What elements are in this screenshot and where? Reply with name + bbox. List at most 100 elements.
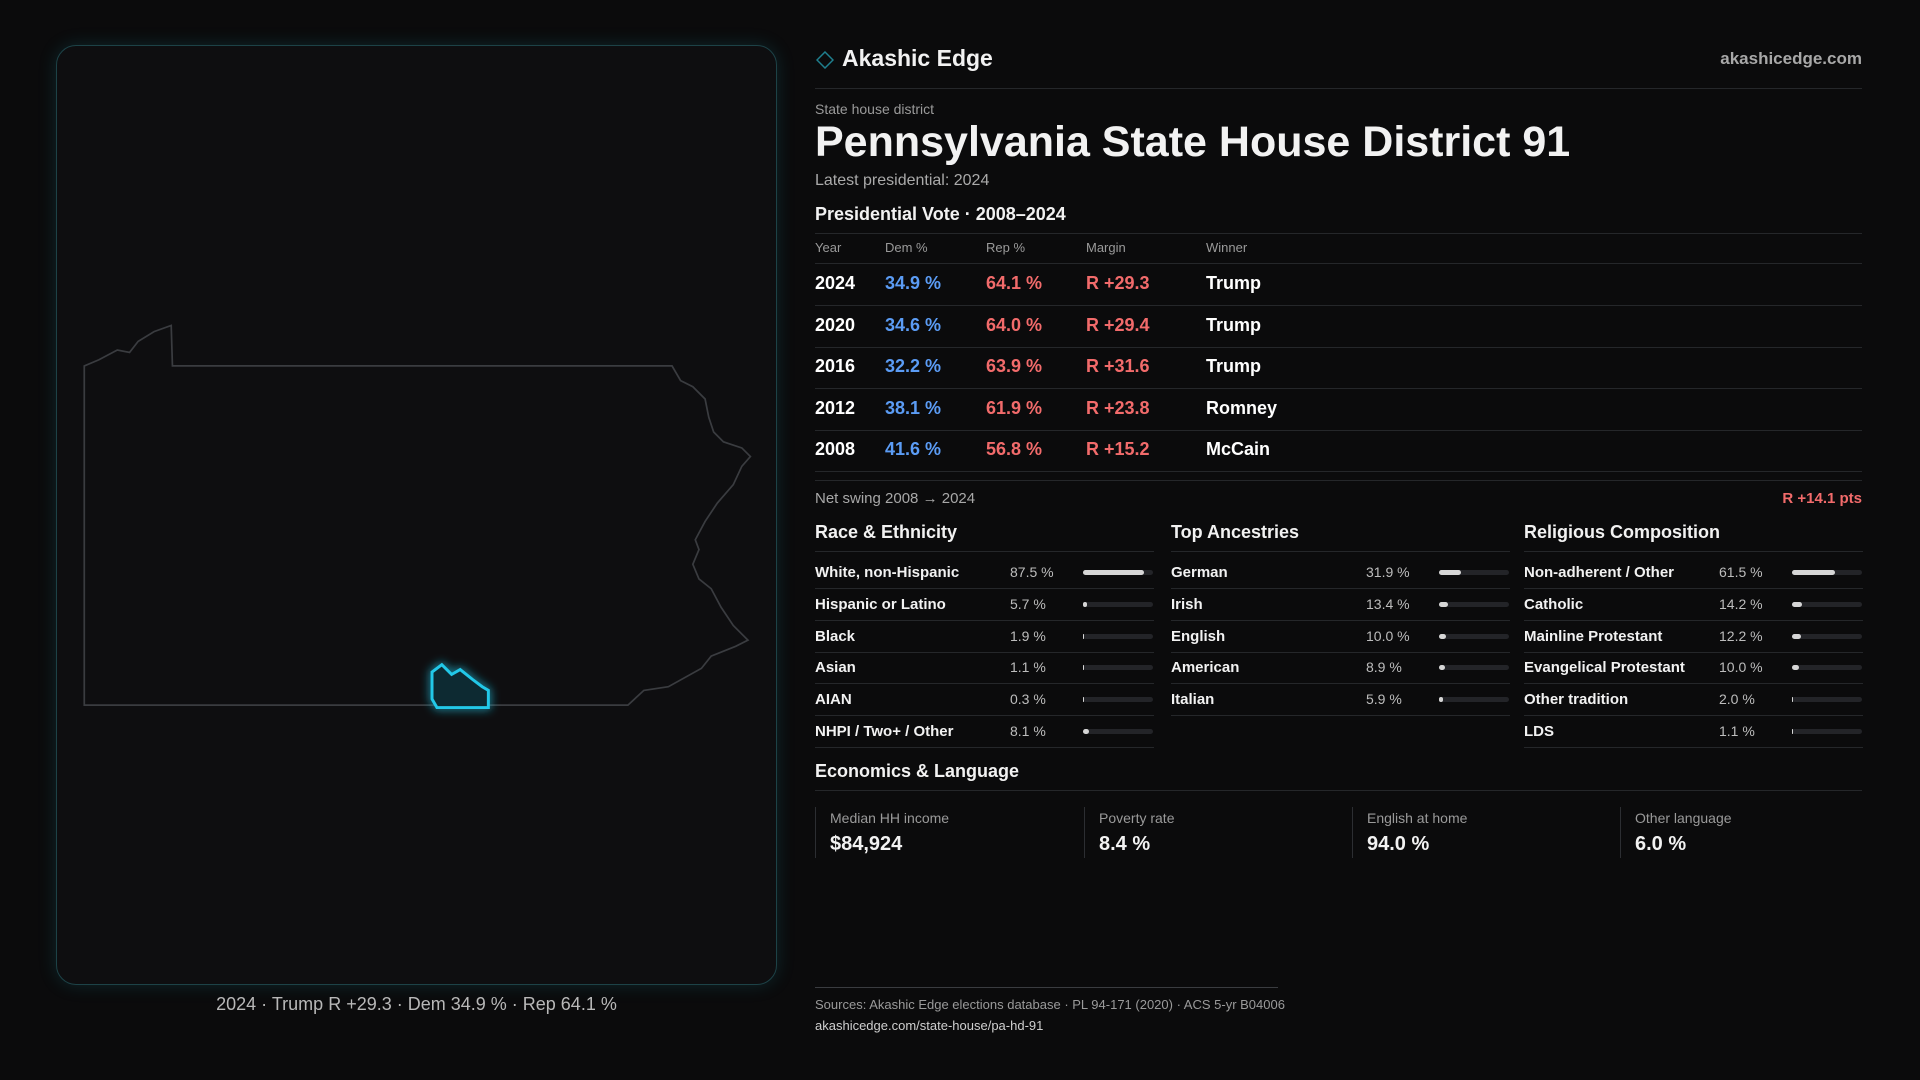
card-label: Other language xyxy=(1635,810,1732,826)
row-value: 14.2 % xyxy=(1719,595,1763,612)
bar xyxy=(1439,601,1449,607)
table-cell: 32.2 % xyxy=(885,356,942,377)
bar-track xyxy=(1083,665,1153,671)
site-link[interactable]: akashicedge.com xyxy=(1720,49,1862,68)
table-cell: 56.8 % xyxy=(986,439,1043,460)
bar-track xyxy=(1083,697,1153,703)
row-value: 13.4 % xyxy=(1366,595,1410,612)
bar-track xyxy=(1792,729,1862,734)
brand: Akashic Edge xyxy=(842,45,993,71)
table-cell: 2024 xyxy=(815,273,856,293)
bar-track xyxy=(1792,633,1862,639)
row-label: Non-adherent / Other xyxy=(1524,564,1675,581)
card-label: Median HH income xyxy=(830,810,950,826)
divider xyxy=(815,715,1154,717)
row-label: Hispanic or Latino xyxy=(815,595,946,613)
state-outline xyxy=(83,324,752,706)
divider xyxy=(1524,747,1863,748)
divider xyxy=(1524,619,1863,621)
bar xyxy=(1083,665,1084,671)
bar xyxy=(1083,697,1084,703)
bar-track xyxy=(1439,665,1509,671)
divider xyxy=(1524,551,1863,552)
card-label: English at home xyxy=(1367,810,1468,826)
divider xyxy=(815,429,1862,431)
row-label: Irish xyxy=(1171,595,1203,613)
row-value: 12.2 % xyxy=(1719,627,1763,644)
section-title: Race & Ethnicity xyxy=(815,522,958,542)
divider xyxy=(1524,683,1863,685)
card-border xyxy=(1620,807,1621,858)
table-cell: 34.6 % xyxy=(885,314,942,335)
table-cell: 41.6 % xyxy=(885,439,942,460)
bar xyxy=(1792,697,1794,703)
logo-mark xyxy=(816,51,834,69)
row-label: Italian xyxy=(1171,691,1215,709)
divider xyxy=(1171,651,1510,653)
table-cell: 34.9 % xyxy=(885,273,942,293)
card-border xyxy=(1352,807,1353,858)
row-value: 1.9 % xyxy=(1010,627,1046,644)
subtitle: Latest presidential: 2024 xyxy=(815,172,990,189)
bar-track xyxy=(1792,601,1862,607)
table-cell: 2008 xyxy=(815,439,856,460)
table-cell: 2020 xyxy=(815,314,856,335)
row-value: 87.5 % xyxy=(1010,564,1054,580)
card-border xyxy=(1084,807,1085,858)
divider xyxy=(815,471,1862,473)
source-url[interactable]: akashicedge.com/state-house/pa-hd-91 xyxy=(815,1018,1044,1033)
bar-track xyxy=(1083,729,1153,734)
bar-track xyxy=(1439,633,1509,639)
row-value: 10.0 % xyxy=(1719,659,1763,676)
bar xyxy=(1792,570,1836,575)
bar xyxy=(1439,570,1462,575)
table-cell: R +29.3 xyxy=(1086,273,1150,293)
table-cell: R +29.4 xyxy=(1086,314,1150,335)
divider xyxy=(1171,715,1510,717)
table-cell: 61.9 % xyxy=(986,397,1043,418)
bar xyxy=(1439,697,1444,703)
bar xyxy=(1083,601,1087,607)
divider xyxy=(1171,619,1510,621)
bar xyxy=(1792,665,1799,671)
column-header: Dem % xyxy=(885,240,928,255)
card-value: 94.0 % xyxy=(1367,833,1430,855)
bar xyxy=(1083,570,1145,575)
divider xyxy=(815,551,1154,552)
row-value: 31.9 % xyxy=(1366,564,1410,580)
card-value: 8.4 % xyxy=(1099,833,1151,855)
divider xyxy=(1524,651,1863,653)
table-cell: Trump xyxy=(1206,314,1262,335)
bar xyxy=(1792,633,1801,639)
bar-track xyxy=(1439,601,1509,607)
table-cell: 64.0 % xyxy=(986,314,1043,335)
row-value: 1.1 % xyxy=(1010,659,1046,676)
divider xyxy=(815,480,1862,481)
row-value: 8.9 % xyxy=(1366,659,1402,676)
bar xyxy=(1439,665,1446,671)
bar-track xyxy=(1083,633,1153,639)
divider xyxy=(815,651,1154,653)
net-swing-label: Net swing 2008 → 2024 xyxy=(815,490,976,507)
district-shape xyxy=(430,662,490,710)
card-border xyxy=(815,807,816,858)
row-label: LDS xyxy=(1524,723,1554,740)
table-cell: Romney xyxy=(1206,397,1278,418)
column-header: Margin xyxy=(1086,240,1126,255)
divider xyxy=(1171,683,1510,685)
divider xyxy=(815,987,1278,988)
divider xyxy=(1171,551,1510,552)
divider xyxy=(815,305,1862,306)
row-value: 5.7 % xyxy=(1010,595,1046,612)
row-label: Asian xyxy=(815,659,856,677)
map-caption: 2024 · Trump R +29.3 · Dem 34.9 % · Rep … xyxy=(216,994,617,1014)
map xyxy=(83,324,752,710)
divider xyxy=(815,747,1154,748)
row-label: American xyxy=(1171,659,1240,677)
row-value: 10.0 % xyxy=(1366,627,1410,644)
table-cell: 63.9 % xyxy=(986,356,1043,377)
table-cell: Trump xyxy=(1206,273,1262,293)
row-value: 1.1 % xyxy=(1719,723,1755,739)
sources: Sources: Akashic Edge elections database… xyxy=(815,997,1285,1012)
page-title: Pennsylvania State House District 91 xyxy=(815,118,1571,166)
